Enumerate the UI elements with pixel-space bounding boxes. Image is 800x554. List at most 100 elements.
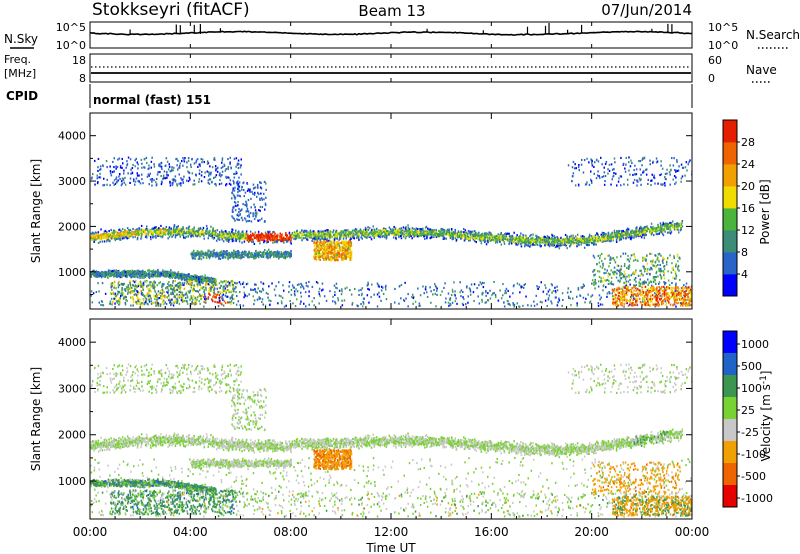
- power-cell: [499, 236, 501, 239]
- power-cell: [278, 256, 280, 259]
- power-cell: [629, 232, 631, 235]
- power-cell: [529, 244, 532, 247]
- power-cell: [206, 228, 208, 231]
- power-cell: [326, 242, 329, 245]
- power-cell: [185, 235, 187, 238]
- power-cell: [94, 233, 97, 236]
- power-cell: [448, 228, 451, 231]
- power-cell: [120, 229, 122, 232]
- power-cell: [607, 236, 609, 239]
- power-cell: [179, 233, 181, 236]
- power-cell: [447, 230, 450, 233]
- power-cell: [476, 235, 479, 238]
- power-cell: [633, 234, 636, 237]
- power-cell: [195, 234, 198, 237]
- power-cell: [314, 243, 317, 246]
- power-cell: [268, 231, 270, 234]
- power-cell: [564, 238, 566, 241]
- power-cell: [321, 254, 324, 257]
- power-cell: [537, 237, 539, 240]
- power-cell: [679, 222, 682, 225]
- power-cell: [642, 234, 644, 237]
- power-cell: [215, 233, 218, 236]
- power-cell: [153, 226, 156, 229]
- power-cell: [593, 235, 596, 238]
- power-cell: [276, 250, 279, 253]
- power-cell: [282, 239, 285, 242]
- power-cell: [422, 233, 424, 236]
- power-cell: [254, 237, 256, 240]
- power-cell: [156, 229, 158, 232]
- power-cell: [644, 225, 647, 228]
- power-cell: [431, 236, 433, 239]
- power-cell: [114, 239, 117, 242]
- power-cell: [258, 256, 260, 259]
- power-cell: [313, 241, 315, 244]
- power-cell: [658, 232, 660, 235]
- power-cell: [553, 243, 556, 246]
- power-cell: [326, 229, 328, 232]
- power-cell: [511, 240, 514, 243]
- power-cell: [618, 236, 621, 239]
- power-cell: [228, 253, 230, 256]
- power-cell: [451, 238, 453, 241]
- power-cell: [497, 239, 499, 242]
- power-cell: [401, 233, 403, 236]
- power-cell: [237, 249, 239, 252]
- power-cell: [147, 230, 149, 233]
- power-cell: [325, 247, 327, 250]
- power-cell: [155, 235, 157, 238]
- power-cell: [531, 239, 534, 242]
- power-cell: [270, 251, 272, 254]
- power-cell: [428, 228, 430, 231]
- power-cell: [627, 234, 629, 237]
- power-cell: [522, 241, 525, 244]
- power-cell: [347, 233, 349, 236]
- power-cell: [656, 230, 658, 233]
- power-cell: [306, 238, 309, 241]
- power-cell: [266, 256, 269, 259]
- power-cell: [350, 244, 352, 247]
- power-cell: [669, 232, 672, 235]
- power-cell: [301, 239, 303, 242]
- power-cell: [167, 228, 169, 231]
- power-cell: [528, 239, 530, 242]
- power-cell: [125, 236, 127, 239]
- power-cell: [269, 238, 271, 241]
- power-cell: [261, 252, 264, 255]
- power-cell: [381, 231, 383, 234]
- power-cell: [330, 246, 332, 249]
- power-cell: [633, 232, 635, 235]
- power-cell: [183, 231, 186, 234]
- power-cell: [395, 231, 397, 234]
- power-cell: [339, 234, 342, 237]
- power-cell: [471, 230, 474, 233]
- power-cell: [463, 233, 465, 236]
- power-cell: [191, 251, 194, 254]
- power-cell: [619, 238, 621, 241]
- power-cell: [348, 246, 350, 249]
- power-cell: [334, 232, 336, 235]
- power-cell: [439, 234, 441, 237]
- power-cell: [388, 233, 390, 236]
- power-cell: [660, 227, 662, 230]
- power-cell: [286, 240, 289, 243]
- power-cell: [622, 234, 624, 237]
- power-cell: [349, 251, 351, 254]
- power-cell: [187, 231, 189, 234]
- power-cell: [212, 228, 214, 231]
- power-cell: [669, 225, 672, 228]
- power-cell: [124, 230, 126, 233]
- power-cell: [666, 231, 669, 234]
- power-cell: [330, 250, 333, 253]
- power-cell: [551, 241, 554, 244]
- power-cell: [399, 229, 401, 232]
- power-cell: [184, 237, 186, 240]
- power-cell: [398, 231, 401, 234]
- power-cell: [431, 231, 433, 234]
- power-cell: [119, 237, 122, 240]
- power-cell: [481, 232, 484, 235]
- power-cell: [183, 228, 185, 231]
- power-cell: [351, 230, 353, 233]
- power-cell: [228, 236, 230, 239]
